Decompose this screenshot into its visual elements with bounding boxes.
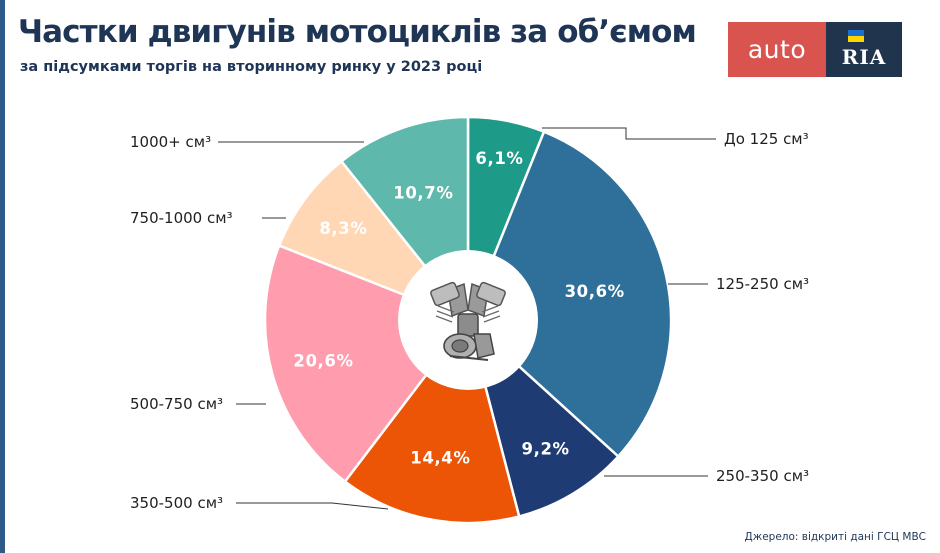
source-note: Джерело: відкриті дані ГСЦ МВС — [744, 531, 926, 543]
category-labels-group: До 125 см³ 125-250 см³ 250-350 см³ 350-500 … — [130, 130, 809, 512]
logo-ria-text: RIA — [841, 45, 887, 69]
left-accent-bar — [0, 0, 5, 553]
leader-lines-group — [218, 127, 716, 510]
slice-category-label: До 125 см³ — [724, 130, 809, 148]
slice-category-label: 250-350 см³ — [716, 467, 809, 485]
leader-line — [542, 127, 716, 140]
leader-line — [236, 502, 389, 510]
autoria-logo: auto RIA — [728, 22, 902, 77]
ukraine-flag-icon — [848, 30, 864, 42]
slice-value-label: 9,2% — [522, 439, 570, 458]
slice-value-label: 6,1% — [475, 149, 523, 168]
page-title: Частки двигунів мотоциклів за об’ємом — [18, 14, 697, 50]
pie-slice — [466, 130, 673, 459]
slice-value-label: 10,7% — [393, 184, 453, 203]
slice-value-label: 14,4% — [410, 448, 470, 467]
slice-category-label: 1000+ см³ — [130, 133, 211, 151]
logo-ria-block: RIA — [826, 22, 902, 77]
slice-value-label: 30,6% — [565, 282, 625, 301]
slice-category-label: 125-250 см³ — [716, 275, 809, 293]
engine-icon — [430, 281, 506, 361]
slice-category-label: 500-750 см³ — [130, 395, 223, 413]
logo-auto-text: auto — [728, 22, 826, 77]
slice-value-label: 8,3% — [319, 219, 367, 238]
slice-category-label: 350-500 см³ — [130, 494, 223, 512]
percent-labels-group: 6,1% 30,6% 9,2% 14,4% 20,6% 8,3% 10,7% — [293, 149, 624, 467]
page-subtitle: за підсумками торгів на вторинному ринку… — [20, 59, 483, 75]
slice-category-label: 750-1000 см³ — [130, 209, 233, 227]
slice-value-label: 20,6% — [293, 351, 353, 370]
